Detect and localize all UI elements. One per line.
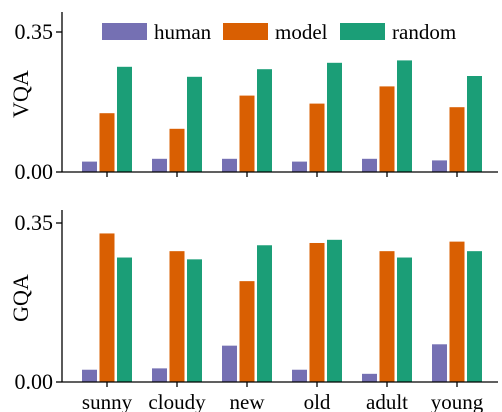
legend-swatch-random (340, 23, 385, 40)
x-tick-label-sunny: sunny (82, 390, 133, 412)
y-tick-label: 0.00 (15, 159, 54, 184)
legend-swatch-human (102, 23, 147, 40)
bar-gqa-new-random (257, 245, 272, 382)
y-tick-label: 0.35 (15, 19, 54, 44)
bar-gqa-cloudy-model (169, 251, 185, 382)
x-tick-label-young: young (431, 390, 484, 412)
bar-gqa-young-human (432, 344, 447, 382)
bar-vqa-adult-human (362, 158, 377, 172)
bar-gqa-old-model (309, 242, 325, 382)
bar-gqa-sunny-random (117, 257, 132, 382)
bar-vqa-young-random (467, 76, 482, 172)
bar-gqa-new-human (222, 345, 237, 382)
bar-gqa-adult-model (379, 251, 395, 382)
x-tick-label-new: new (230, 390, 266, 412)
bar-vqa-old-random (327, 62, 342, 172)
bar-vqa-adult-random (397, 60, 412, 172)
bar-gqa-young-model (449, 241, 465, 382)
x-tick-label-adult: adult (366, 390, 408, 412)
x-tick-label-cloudy: cloudy (148, 390, 206, 412)
bar-gqa-young-random (467, 251, 482, 382)
bar-vqa-old-model (309, 103, 325, 172)
y-axis-label: GQA (8, 274, 33, 322)
bar-gqa-adult-human (362, 373, 377, 382)
legend-swatch-model (223, 23, 268, 40)
bar-vqa-new-human (222, 158, 237, 172)
bar-gqa-sunny-human (82, 369, 97, 382)
bar-vqa-cloudy-model (169, 128, 185, 172)
bar-vqa-cloudy-random (187, 76, 202, 172)
bar-vqa-new-model (239, 95, 255, 172)
y-axis-label: VQA (8, 70, 33, 118)
legend-label-model: model (275, 20, 328, 44)
bar-vqa-cloudy-human (152, 158, 167, 172)
legend-label-human: human (154, 20, 212, 44)
bar-gqa-cloudy-human (152, 368, 167, 382)
legend: human model random (102, 20, 456, 44)
y-tick-label: 0.00 (15, 369, 54, 394)
bar-vqa-young-model (449, 107, 465, 172)
gqa-panel: 0.00 0.35 sunny cloudy new old adult young GQA (8, 210, 498, 412)
y-tick-label: 0.35 (15, 210, 54, 235)
x-tick-label-old: old (304, 390, 331, 412)
legend-label-random: random (392, 20, 456, 44)
bar-vqa-sunny-random (117, 66, 132, 172)
bar-vqa-young-human (432, 160, 447, 172)
bar-gqa-old-human (292, 369, 307, 382)
bar-gqa-sunny-model (99, 233, 115, 382)
bar-gqa-cloudy-random (187, 259, 202, 382)
bar-vqa-new-random (257, 69, 272, 172)
bar-gqa-old-random (327, 239, 342, 382)
bar-gqa-new-model (239, 281, 255, 382)
bar-vqa-old-human (292, 161, 307, 172)
bar-vqa-sunny-model (99, 113, 115, 172)
bar-gqa-adult-random (397, 257, 412, 382)
vqa-panel: 0.00 0.35 VQA (8, 12, 498, 184)
bar-vqa-adult-model (379, 86, 395, 172)
bar-vqa-sunny-human (82, 161, 97, 172)
